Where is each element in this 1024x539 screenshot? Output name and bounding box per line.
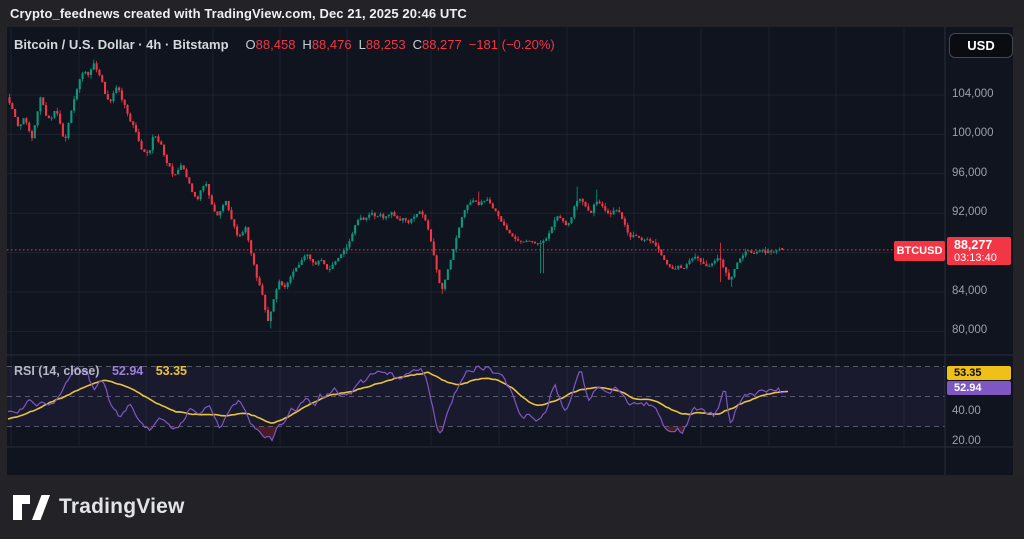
close-value: 88,277: [421, 37, 462, 52]
rsi-ma-value-label: 53.35: [947, 366, 1011, 380]
currency-toggle-button[interactable]: USD: [949, 33, 1013, 58]
rsi-axis-label: 40.00: [952, 404, 981, 417]
open-key: O: [245, 37, 256, 52]
symbol-legend[interactable]: Bitcoin / U.S. Dollar · 4h · Bitstamp O88…: [14, 37, 555, 52]
price-axis-label: 104,000: [952, 88, 994, 100]
rsi-settings-label: RSI (14, close): [14, 364, 100, 378]
price-axis-label: 80,000: [952, 324, 988, 337]
attribution-bar: Crypto_feednews created with TradingView…: [0, 0, 1024, 27]
current-price-label: 88,277 03:13:40: [947, 237, 1011, 265]
attribution-text: Crypto_feednews created with TradingView…: [10, 6, 467, 21]
chart-surface[interactable]: [7, 27, 945, 447]
low-key: L: [358, 37, 366, 52]
low-value: 88,253: [365, 37, 406, 52]
symbol-title[interactable]: Bitcoin / U.S. Dollar · 4h · Bitstamp: [14, 37, 229, 52]
high-key: H: [302, 37, 312, 52]
bar-countdown: 03:13:40: [954, 252, 997, 264]
high-value: 88,476: [311, 37, 352, 52]
rsi-legend[interactable]: RSI (14, close) 52.94 53.35: [14, 364, 187, 378]
last-price: 88,277: [954, 238, 993, 252]
tradingview-wordmark: TradingView: [59, 495, 185, 518]
price-axis-label: 96,000: [952, 166, 988, 179]
rsi-value-label: 52.94: [947, 381, 1011, 395]
tradingview-logo-icon: [13, 494, 50, 520]
tradingview-logo[interactable]: TradingView: [12, 494, 185, 521]
price-axis-label: 92,000: [952, 206, 988, 219]
price-axis-label: 100,000: [952, 127, 994, 140]
rsi-axis-label: 20.00: [952, 434, 981, 447]
rsi-current-value: 52.94: [111, 364, 144, 378]
close-key: C: [412, 37, 422, 52]
open-value: 88,458: [255, 37, 296, 52]
change-value: −181 (−0.20%): [468, 37, 555, 52]
rsi-ma-current-value: 53.35: [155, 364, 187, 378]
price-axis[interactable]: 104,000 100,000 96,000 92,000 84,000 80,000 40…: [945, 27, 1013, 447]
footer-bar: TradingView: [0, 475, 1024, 539]
symbol-price-tag: BTCUSD: [894, 241, 945, 261]
price-axis-label: 84,000: [952, 285, 988, 297]
